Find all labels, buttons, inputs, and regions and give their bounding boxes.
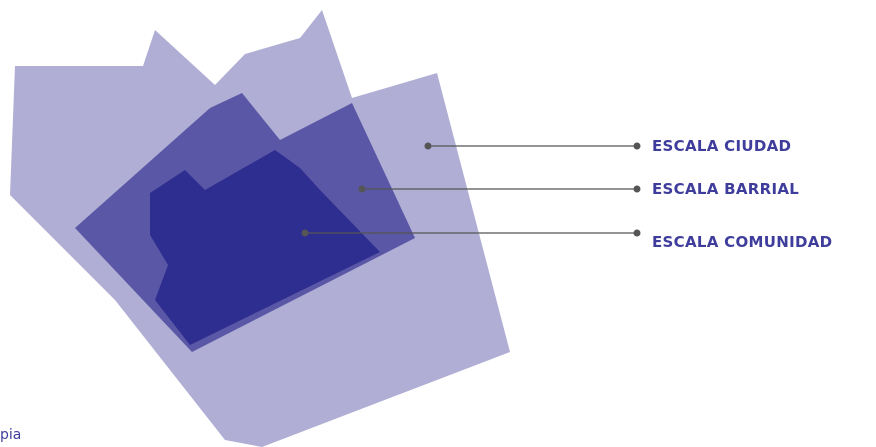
city-label-dot: [633, 142, 641, 150]
neighborhood-anchor-dot: [358, 185, 366, 193]
corner-fragment-text: pia: [0, 427, 22, 443]
community-label-dot: [633, 229, 641, 237]
neighborhood-scale-label: ESCALA BARRIAL: [652, 180, 799, 198]
neighborhood-label-dot: [633, 185, 641, 193]
city-scale-label: ESCALA CIUDAD: [652, 137, 791, 155]
community-anchor-dot: [301, 229, 309, 237]
city-anchor-dot: [424, 142, 432, 150]
community-scale-label: ESCALA COMUNIDAD: [652, 233, 832, 251]
community-scale-area: [150, 150, 380, 345]
